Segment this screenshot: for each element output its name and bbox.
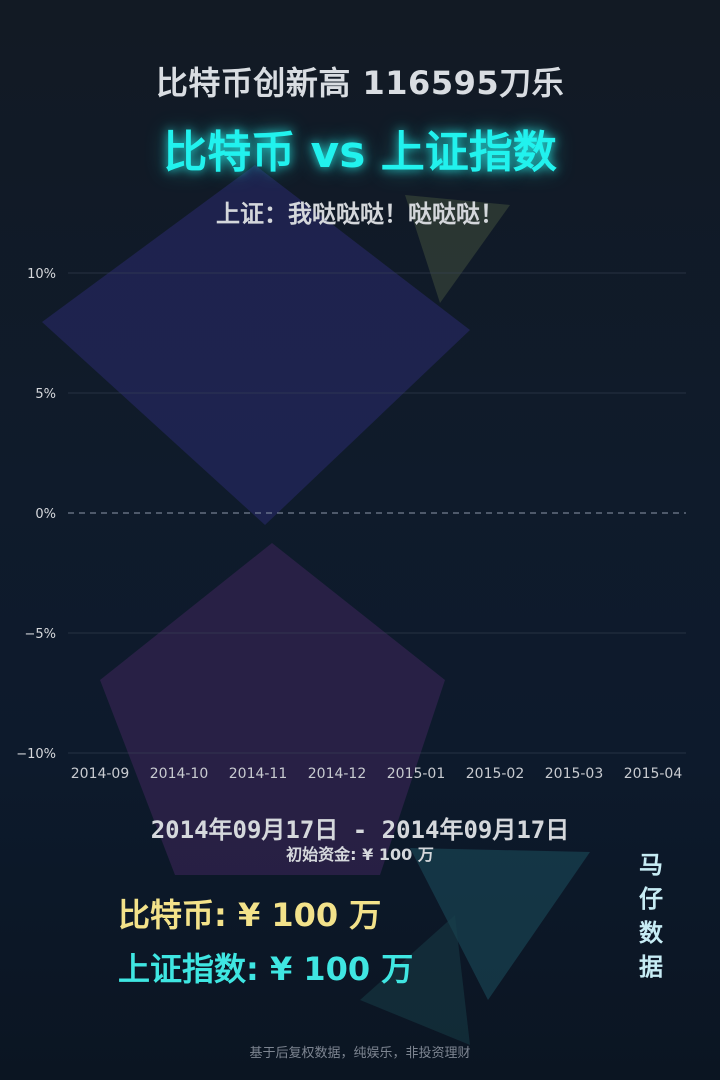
y-gridlines — [68, 272, 686, 754]
y-tick-label: 10% — [27, 267, 56, 282]
subtitle: 上证：我哒哒哒！哒哒哒！ — [216, 200, 504, 228]
bg-diamond-purple — [42, 165, 470, 525]
x-tick-label: 2015-02 — [466, 766, 525, 782]
x-tick-label: 2015-01 — [387, 766, 446, 782]
watermark-char: 数 — [639, 919, 663, 947]
date-range: 2014年09月17日 - 2014年09月17日 — [150, 816, 570, 844]
x-tick-label: 2014-11 — [229, 766, 288, 782]
bg-triangle-teal — [410, 848, 590, 1000]
initial-capital: 初始资金: ¥ 100 万 — [286, 845, 434, 864]
bg-pentagon-magenta — [100, 543, 445, 875]
x-tick-label: 2014-12 — [308, 766, 367, 782]
watermark-char: 马 — [639, 851, 663, 879]
x-axis-ticks: 2014-09 2014-10 2014-11 2014-12 2015-01 2015-… — [71, 766, 683, 782]
watermark-char: 据 — [639, 953, 663, 981]
y-tick-label: −5% — [24, 627, 56, 642]
x-tick-label: 2015-03 — [545, 766, 604, 782]
y-tick-label: 0% — [35, 507, 56, 522]
watermark-char: 仔 — [639, 885, 663, 913]
bg-triangle-teal-small — [360, 915, 470, 1045]
y-tick-label: −10% — [16, 747, 56, 762]
headline: 比特币创新高 116595刀乐 — [155, 64, 565, 102]
comparison-chart: 10%5%0%−5%−10% 2014-09 2014-10 2014-11 2014… — [16, 267, 686, 782]
watermark: 马 仔 数 据 — [634, 848, 668, 984]
y-axis-ticks: 10% 5% 0% −5% −10% — [16, 267, 56, 762]
x-tick-label: 2014-09 — [71, 766, 130, 782]
bitcoin-value: 比特币: ¥ 100 万 — [118, 896, 382, 934]
page-title: 比特币 vs 上证指数 — [163, 127, 557, 178]
disclaimer-footer: 基于后复权数据，纯娱乐，非投资理财 — [249, 1046, 471, 1061]
bg-triangle-olive — [405, 195, 510, 303]
shanghai-index-value: 上证指数: ¥ 100 万 — [118, 950, 414, 988]
y-tick-label: 5% — [35, 387, 56, 402]
x-tick-label: 2015-04 — [624, 766, 683, 782]
x-tick-label: 2014-10 — [150, 766, 209, 782]
